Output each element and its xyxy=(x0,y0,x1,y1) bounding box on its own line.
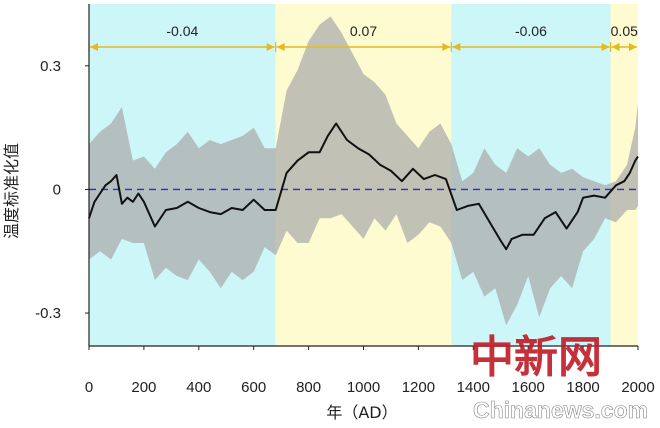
period-arrows: -0.04 0.07 -0.06 0.05 xyxy=(88,23,638,52)
x-tick-label: 800 xyxy=(296,379,321,396)
period-arrowhead-right-0 xyxy=(266,43,275,51)
uncertainty-band xyxy=(89,16,638,326)
x-tick-label: 1600 xyxy=(512,379,545,396)
x-tick-label: 400 xyxy=(186,379,211,396)
period-label-2: -0.06 xyxy=(515,23,547,39)
period-arrowhead-left-1 xyxy=(276,43,285,51)
period-arrowhead-right-2 xyxy=(601,43,610,51)
y-axis-title: 温度标准化值 xyxy=(2,143,21,239)
watermark-chinese: 中新网 xyxy=(470,332,602,383)
x-tick-label: 200 xyxy=(131,379,156,396)
y-tick-label: 0.3 xyxy=(40,58,61,75)
period-label-3: 0.05 xyxy=(611,23,638,39)
x-tick-label: 1800 xyxy=(566,379,599,396)
watermark: 中新网 Chinanews.com xyxy=(470,332,648,423)
y-tick-label: 0 xyxy=(53,181,61,198)
x-axis-title: 年（AD） xyxy=(326,403,397,422)
period-label-1: 0.07 xyxy=(350,23,377,39)
x-tick-label: 2000 xyxy=(621,379,654,396)
uncertainty-band-area xyxy=(89,16,638,326)
tick-labels: 0 200 400 600 800 1000 1200 1400 1600 1800 2000 0.3… xyxy=(35,58,655,396)
x-tick-label: 600 xyxy=(241,379,266,396)
period-arrowhead-left-2 xyxy=(452,43,461,51)
watermark-english: Chinanews.com xyxy=(473,397,648,423)
period-arrowhead-right-1 xyxy=(442,43,451,51)
series-lines xyxy=(88,122,639,251)
period-arrowhead-right-3 xyxy=(629,43,637,51)
x-tick-label: 1400 xyxy=(457,379,490,396)
x-tick-label: 0 xyxy=(85,379,93,396)
x-tick-label: 1000 xyxy=(347,379,380,396)
period-arrowhead-left-0 xyxy=(90,43,98,51)
period-arrowhead-left-3 xyxy=(611,43,620,51)
x-tick-label: 1200 xyxy=(402,379,435,396)
period-label-0: -0.04 xyxy=(166,23,198,39)
y-tick-label: -0.3 xyxy=(35,305,61,322)
series-line-0 xyxy=(88,122,639,251)
